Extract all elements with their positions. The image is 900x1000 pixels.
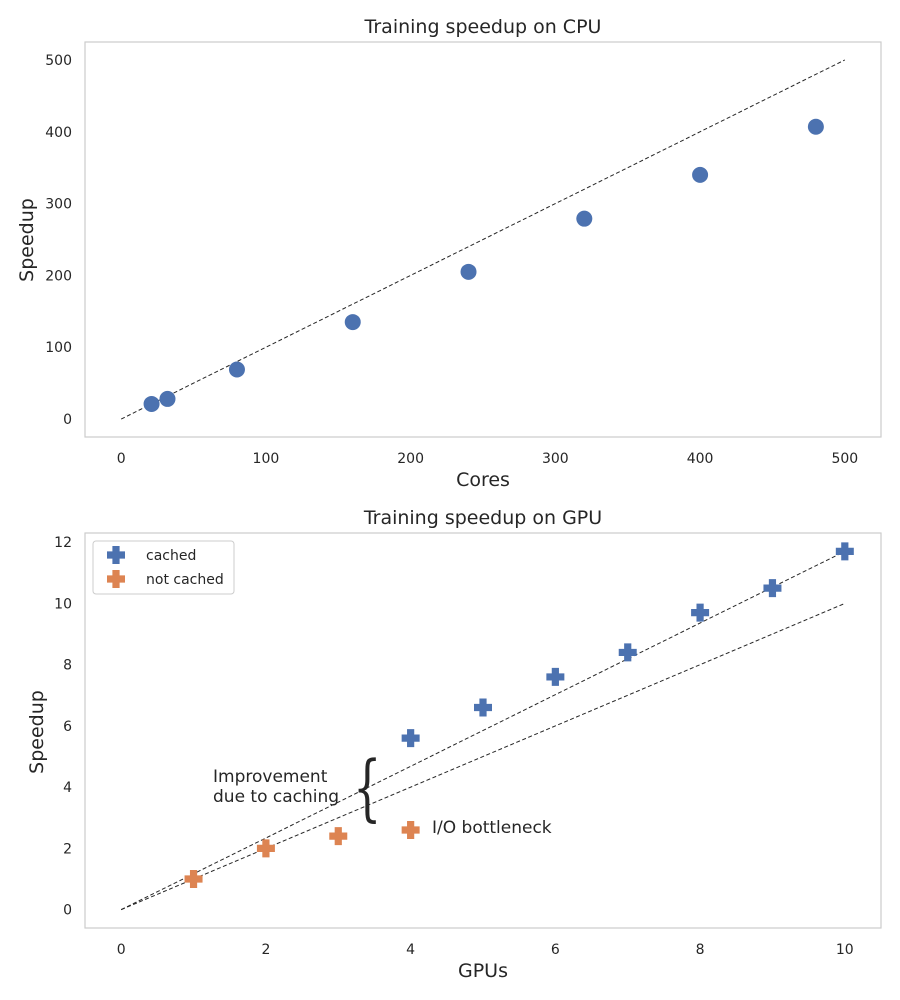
gpu-x-tick-label: 2 <box>261 942 270 958</box>
legend-plus-icon <box>107 546 125 564</box>
cpu-y-tick-label: 400 <box>45 125 72 141</box>
gpu-plot-frame <box>84 532 882 929</box>
gpu-y-tick-label: 10 <box>54 596 72 612</box>
gpu-chart-title: Training speedup on GPU <box>363 507 602 529</box>
cpu-data-point <box>576 210 593 227</box>
gpu-x-ticks: 0 2 4 6 8 10 <box>117 942 854 958</box>
cpu-y-tick-label: 200 <box>45 268 72 284</box>
gpu-ideal-line <box>120 550 846 911</box>
gpu-chart: Training speedup on GPU GPUs Speedup 0 2 4… <box>26 507 882 982</box>
cpu-x-tick-label: 400 <box>687 451 714 467</box>
gpu-not-cached-data-point <box>401 821 420 840</box>
gpu-y-tick-label: 2 <box>63 841 72 857</box>
legend-label-not-cached: not cached <box>146 572 224 588</box>
cpu-chart-title: Training speedup on CPU <box>364 16 602 38</box>
cpu-data-point <box>344 314 361 331</box>
gpu-not-cached-data-point <box>329 827 348 846</box>
gpu-cached-data-point <box>474 698 492 717</box>
cpu-y-ticks: 0 100 200 300 400 500 <box>45 53 72 428</box>
cpu-x-ticks: 0 100 200 300 400 500 <box>117 451 858 467</box>
legend-plus-icon <box>107 570 125 588</box>
gpu-cached-data-point <box>401 729 420 748</box>
legend-marker-not-cached <box>107 570 125 588</box>
gpu-legend: cached not cached <box>92 540 235 595</box>
gpu-cached-data-point <box>835 542 854 561</box>
cpu-y-tick-label: 500 <box>45 53 72 69</box>
gpu-x-tick-label: 10 <box>836 942 854 958</box>
gpu-cached-data-point <box>546 667 565 686</box>
gpu-y-tick-label: 0 <box>63 903 72 919</box>
improvement-label-line2: due to caching <box>213 787 339 807</box>
gpu-not-cached-data-point <box>256 839 275 858</box>
cpu-x-tick-label: 500 <box>831 451 858 467</box>
gpu-ideal-line-group <box>120 550 846 911</box>
cpu-x-tick-label: 0 <box>117 451 126 467</box>
legend-marker-cached <box>107 546 125 564</box>
cpu-data-point <box>460 263 477 280</box>
gpu-x-tick-label: 8 <box>696 942 705 958</box>
gpu-x-tick-label: 4 <box>406 942 415 958</box>
gpu-x-axis-label: GPUs <box>458 960 508 982</box>
gpu-x-tick-label: 0 <box>117 942 126 958</box>
cpu-y-tick-label: 0 <box>63 412 72 428</box>
gpu-y-axis-label: Speedup <box>26 690 48 774</box>
cpu-data-point <box>228 361 245 378</box>
cpu-data-point <box>159 390 176 407</box>
cpu-y-tick-label: 300 <box>45 197 72 213</box>
cpu-x-tick-label: 100 <box>253 451 280 467</box>
improvement-label-line1: Improvement <box>213 767 328 787</box>
cpu-points <box>143 118 824 412</box>
gpu-cached-data-point <box>618 643 637 662</box>
gpu-y-tick-label: 6 <box>63 719 72 735</box>
cpu-ideal-line-group <box>120 59 846 420</box>
cpu-x-axis-label: Cores <box>456 469 510 491</box>
gpu-y-tick-label: 8 <box>63 658 72 674</box>
cpu-data-point <box>692 166 709 183</box>
cpu-data-point <box>807 118 824 135</box>
cpu-y-tick-label: 100 <box>45 340 72 356</box>
legend-box <box>92 540 235 595</box>
cpu-data-point <box>143 395 160 412</box>
improvement-brace: { <box>353 746 381 830</box>
gpu-ideal-line <box>120 602 846 911</box>
gpu-points <box>184 542 854 889</box>
cpu-x-tick-label: 300 <box>542 451 569 467</box>
gpu-x-tick-label: 6 <box>551 942 560 958</box>
legend-label-cached: cached <box>146 548 196 564</box>
gpu-y-tick-label: 12 <box>54 535 72 551</box>
cpu-x-tick-label: 200 <box>397 451 424 467</box>
io-bottleneck-label: I/O bottleneck <box>432 818 552 838</box>
cpu-plot-frame <box>84 41 882 438</box>
gpu-y-tick-label: 4 <box>63 780 72 796</box>
cpu-chart: Training speedup on CPU Cores Speedup 0 1… <box>16 16 882 491</box>
cpu-y-axis-label: Speedup <box>16 198 38 282</box>
gpu-cached-data-point <box>691 603 710 622</box>
cpu-ideal-line <box>120 59 846 420</box>
gpu-not-cached-data-point <box>184 870 203 889</box>
gpu-cached-data-point <box>763 579 782 598</box>
gpu-y-ticks: 0 2 4 6 8 10 12 <box>54 535 72 918</box>
